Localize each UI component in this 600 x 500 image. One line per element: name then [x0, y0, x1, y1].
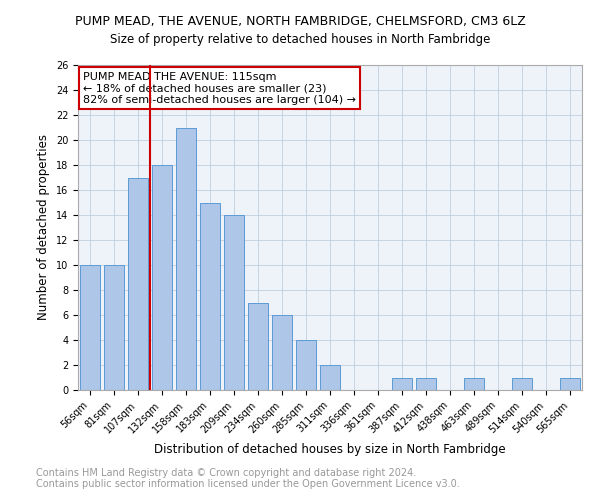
Bar	[152, 165, 172, 390]
Bar	[464, 378, 484, 390]
Bar	[224, 215, 244, 390]
Bar	[176, 128, 196, 390]
Bar	[128, 178, 148, 390]
Text: PUMP MEAD, THE AVENUE, NORTH FAMBRIDGE, CHELMSFORD, CM3 6LZ: PUMP MEAD, THE AVENUE, NORTH FAMBRIDGE, …	[74, 15, 526, 28]
Bar	[104, 265, 124, 390]
Bar	[560, 378, 580, 390]
Bar	[200, 202, 220, 390]
X-axis label: Distribution of detached houses by size in North Fambridge: Distribution of detached houses by size …	[154, 443, 506, 456]
Text: Size of property relative to detached houses in North Fambridge: Size of property relative to detached ho…	[110, 32, 490, 46]
Text: Contains HM Land Registry data © Crown copyright and database right 2024.: Contains HM Land Registry data © Crown c…	[36, 468, 416, 477]
Text: Contains public sector information licensed under the Open Government Licence v3: Contains public sector information licen…	[36, 479, 460, 489]
Bar	[512, 378, 532, 390]
Bar	[248, 302, 268, 390]
Bar	[416, 378, 436, 390]
Bar	[272, 315, 292, 390]
Bar	[320, 365, 340, 390]
Bar	[392, 378, 412, 390]
Bar	[296, 340, 316, 390]
Bar	[80, 265, 100, 390]
Text: PUMP MEAD THE AVENUE: 115sqm
← 18% of detached houses are smaller (23)
82% of se: PUMP MEAD THE AVENUE: 115sqm ← 18% of de…	[83, 72, 356, 104]
Y-axis label: Number of detached properties: Number of detached properties	[37, 134, 50, 320]
